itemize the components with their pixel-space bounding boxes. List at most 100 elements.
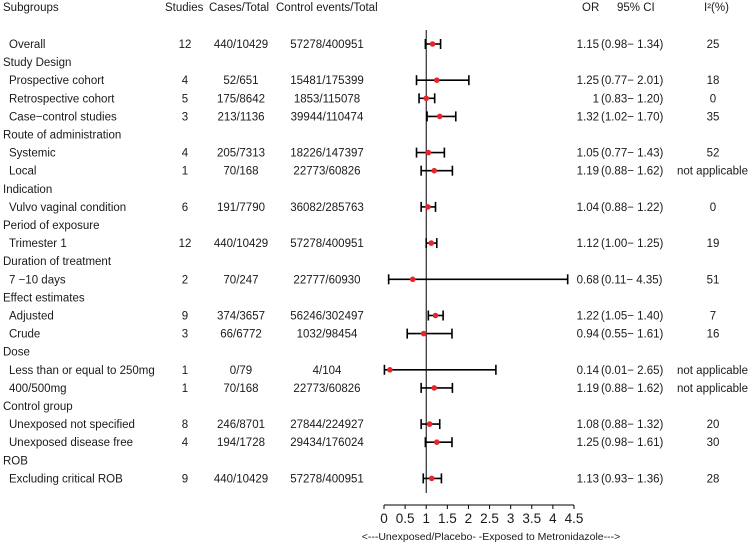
table-row: 7 −10 days 2 70/247 22777/60930 0.68 (0.11− 4… xyxy=(9,274,719,286)
x-tick-label: 1 xyxy=(422,511,430,526)
ci-cell: (0.77− 2.01) xyxy=(601,75,664,87)
controls-cell: 57278/400951 xyxy=(290,473,364,485)
ci-cell: (0.88− 1.22) xyxy=(601,202,664,214)
controls-cell: 18226/147397 xyxy=(290,148,364,160)
or-cell: 0.94 xyxy=(577,329,600,341)
studies-cell: 4 xyxy=(182,148,189,160)
subgroup-label: 7 −10 days xyxy=(9,274,66,286)
ci-cell: (0.98− 1.61) xyxy=(601,437,664,449)
or-cell: 1.08 xyxy=(577,419,599,431)
ci-cell: (1.05− 1.40) xyxy=(601,311,664,323)
ci-cell: (0.88− 1.62) xyxy=(601,383,664,395)
group-label: Effect estimates xyxy=(3,292,85,304)
studies-cell: 6 xyxy=(182,202,188,214)
i2-cell: 0 xyxy=(710,93,716,105)
table-row: Crude 3 66/6772 1032/98454 0.94 (0.55− 1.61) 1… xyxy=(9,329,719,341)
ci-cell: (0.77− 1.43) xyxy=(601,148,664,160)
studies-cell: 4 xyxy=(182,75,189,87)
subgroup-label: 400/500mg xyxy=(9,383,67,395)
table-row: 400/500mg 1 70/168 22773/60826 1.19 (0.88− 1.… xyxy=(9,383,748,395)
controls-cell: 22777/60930 xyxy=(293,274,360,286)
or-cell: 1.15 xyxy=(577,39,599,51)
group-label: Route of administration xyxy=(3,130,121,142)
point-estimate xyxy=(436,113,443,120)
group-label: Period of exposure xyxy=(3,220,100,232)
x-axis-label: <---Unexposed/Placebo- -Exposed to Metro… xyxy=(362,531,621,543)
ci-cell: (1.02− 1.70) xyxy=(601,111,664,123)
cases-cell: 205/7313 xyxy=(217,148,265,160)
i2-cell: not applicable xyxy=(677,383,748,395)
table-row: Local 1 70/168 22773/60826 1.19 (0.88− 1.62) n… xyxy=(9,166,748,178)
controls-cell: 27844/224927 xyxy=(290,419,364,431)
group-row: ROB xyxy=(3,455,28,467)
studies-cell: 5 xyxy=(182,93,188,105)
subgroup-label: Prospective cohort xyxy=(9,75,105,87)
group-row: Period of exposure xyxy=(3,220,100,232)
point-estimate xyxy=(387,367,393,373)
controls-cell: 39944/110474 xyxy=(291,111,364,123)
or-cell: 1.22 xyxy=(577,311,599,323)
ci-cell: (1.00− 1.25) xyxy=(601,238,664,250)
x-tick-label: 3 xyxy=(507,511,515,526)
studies-cell: 9 xyxy=(182,311,188,323)
i2-cell: not applicable xyxy=(677,166,748,178)
header-cases: Cases/Total xyxy=(209,2,269,14)
subgroup-label: Less than or equal to 250mg xyxy=(9,365,155,377)
group-label: Control group xyxy=(3,401,73,413)
group-label: Indication xyxy=(3,184,52,196)
point-estimate xyxy=(432,312,439,319)
controls-cell: 57278/400951 xyxy=(290,238,364,250)
controls-cell: 1032/98454 xyxy=(297,329,358,341)
controls-cell: 57278/400951 xyxy=(290,39,364,51)
group-label: ROB xyxy=(3,455,28,467)
point-estimate xyxy=(426,421,433,427)
controls-cell: 22773/60826 xyxy=(293,383,360,395)
subgroup-label: Case−control studies xyxy=(9,111,117,123)
studies-cell: 3 xyxy=(182,111,188,123)
plot-marks xyxy=(383,30,569,493)
point-estimate xyxy=(425,149,432,156)
or-cell: 1.04 xyxy=(577,202,600,214)
or-cell: 1.19 xyxy=(577,383,599,395)
subgroup-label: Systemic xyxy=(9,148,56,160)
group-label: Dose xyxy=(3,347,30,359)
controls-cell: 22773/60826 xyxy=(293,166,360,178)
cases-cell: 440/10429 xyxy=(214,39,268,51)
i2-cell: 16 xyxy=(707,329,720,341)
studies-cell: 9 xyxy=(182,473,188,485)
header-ci: 95% CI xyxy=(617,2,655,14)
table-row: Overall 12 440/10429 57278/400951 1.15 (0.98−… xyxy=(9,39,719,51)
or-cell: 1.32 xyxy=(577,111,599,123)
subgroup-label: Trimester 1 xyxy=(9,238,67,250)
point-estimate xyxy=(428,240,435,246)
table-row: Case−control studies 3 213/1136 39944/11047… xyxy=(9,111,719,123)
i2-cell: 35 xyxy=(707,111,720,123)
point-estimate xyxy=(428,475,435,482)
subgroup-label: Overall xyxy=(9,39,45,51)
table-row: Excluding critical ROB 9 440/10429 57278/40… xyxy=(9,473,719,485)
x-tick-label: 0.5 xyxy=(396,511,415,526)
point-estimate xyxy=(431,385,438,391)
x-tick-label: 1.5 xyxy=(438,511,457,526)
x-tick-label: 4.5 xyxy=(565,511,584,526)
studies-cell: 3 xyxy=(182,329,188,341)
ci-cell: (0.98− 1.34) xyxy=(601,39,664,51)
table-rows: Overall 12 440/10429 57278/400951 1.15 (0.98−… xyxy=(3,39,748,485)
i2-cell: 0 xyxy=(710,202,716,214)
cases-cell: 194/1728 xyxy=(217,437,265,449)
table-row: Trimester 1 12 440/10429 57278/400951 1.12 (1… xyxy=(9,238,719,250)
subgroup-label: Retrospective cohort xyxy=(9,93,115,105)
studies-cell: 1 xyxy=(182,166,188,178)
header-subgroups: Subgroups xyxy=(3,2,59,14)
subgroup-label: Unexposed not specified xyxy=(9,419,135,431)
point-estimate xyxy=(433,439,440,446)
x-tick-label: 0 xyxy=(380,511,388,526)
controls-cell: 56246/302497 xyxy=(290,311,364,323)
ci-cell: (0.93− 1.36) xyxy=(601,473,664,485)
cases-cell: 70/247 xyxy=(223,274,258,286)
i2-cell: 52 xyxy=(707,148,720,160)
i2-cell: 18 xyxy=(707,75,720,87)
controls-cell: 1853/115078 xyxy=(294,93,360,105)
studies-cell: 12 xyxy=(179,238,192,250)
